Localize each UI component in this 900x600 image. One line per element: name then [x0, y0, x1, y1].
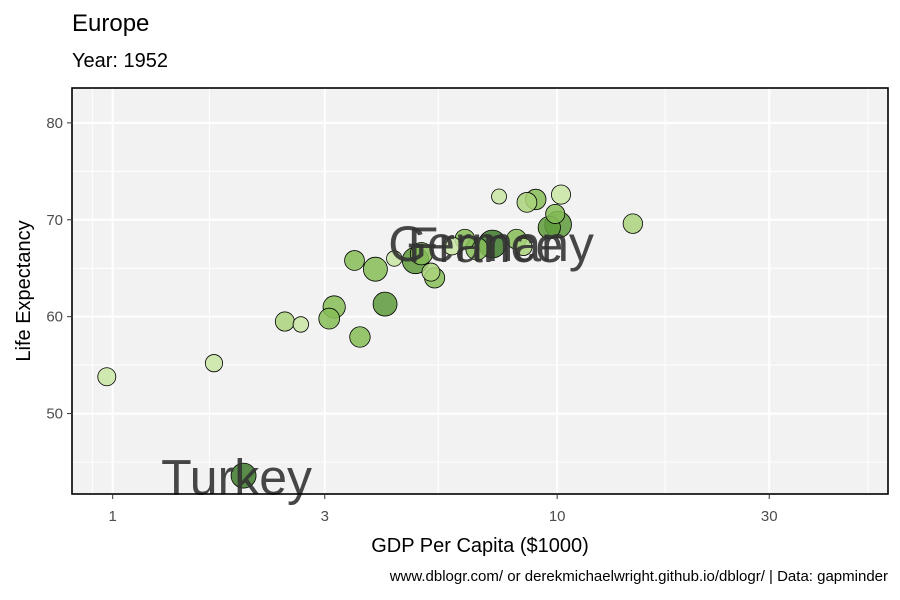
y-axis-label: Life Expectancy [13, 220, 35, 361]
plot-border [71, 87, 889, 495]
chart-subtitle: Year: 1952 [72, 50, 169, 72]
y-tick-label: 80 [46, 115, 63, 132]
y-tick-label: 60 [46, 309, 63, 326]
x-tick-label: 1 [109, 508, 117, 525]
gridlines [72, 88, 888, 494]
data-point [545, 203, 566, 224]
x-axis-ticks: 1 3 10 30 [109, 494, 778, 525]
data-points [97, 184, 643, 489]
data-point [442, 236, 462, 256]
plot-panel [72, 88, 888, 494]
data-point [349, 326, 371, 348]
data-point [514, 237, 533, 256]
data-point [344, 250, 365, 271]
point-label: Turkey [161, 450, 312, 506]
data-point [409, 242, 433, 266]
data-point [386, 250, 403, 267]
x-tick-label: 3 [321, 508, 329, 525]
x-tick-label: 10 [549, 508, 566, 525]
chart-caption: www.dblogr.com/ or derekmichaelwright.gi… [389, 568, 888, 585]
data-point [318, 307, 341, 330]
data-point [491, 188, 507, 205]
data-point [551, 184, 571, 205]
data-point [516, 192, 538, 213]
data-point [372, 291, 398, 317]
x-tick-label: 30 [761, 508, 778, 525]
data-point [230, 462, 257, 489]
x-axis-label: GDP Per Capita ($1000) [371, 535, 589, 557]
data-point [292, 316, 309, 333]
y-tick-label: 70 [46, 212, 63, 229]
point-label: Germany [388, 216, 594, 272]
data-point [363, 256, 388, 282]
y-axis-ticks: 50 60 70 80 [46, 115, 72, 423]
data-point [622, 213, 643, 234]
data-point [204, 354, 223, 373]
y-tick-label: 50 [46, 406, 63, 423]
point-label: France [408, 217, 564, 273]
data-point [274, 311, 295, 332]
data-point [421, 262, 441, 282]
data-point [97, 367, 117, 387]
chart-title: Europe [72, 10, 150, 37]
